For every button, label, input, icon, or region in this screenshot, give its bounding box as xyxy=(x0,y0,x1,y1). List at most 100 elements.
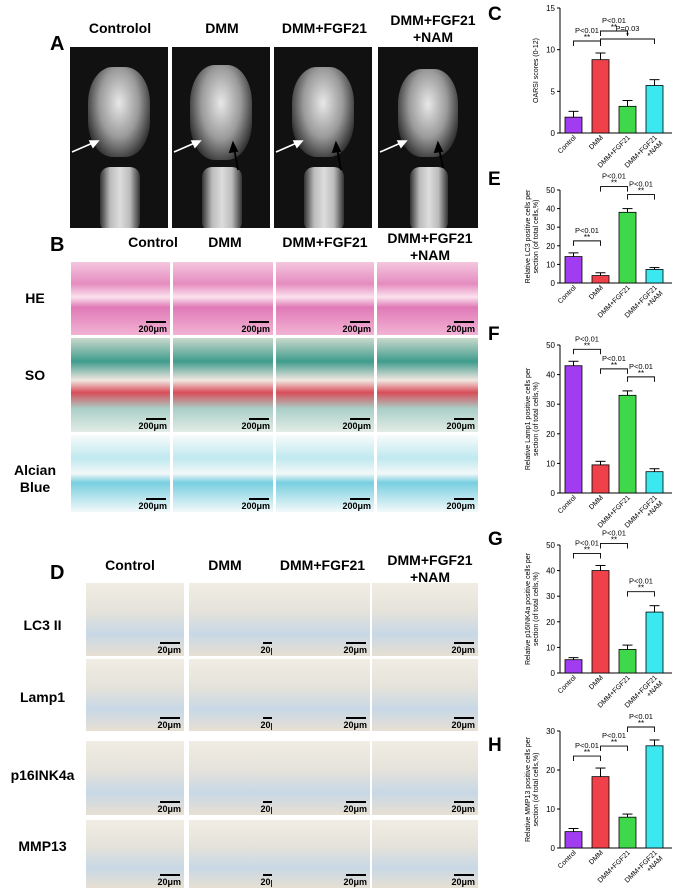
significance-stars: ** xyxy=(638,719,644,728)
scale-label: 200μm xyxy=(241,324,270,334)
ihc-lc3-dmm-fgf21-nam: 20μm xyxy=(372,583,478,656)
significance-bracket xyxy=(573,348,601,355)
significance-stars: ** xyxy=(584,233,590,242)
bar-0 xyxy=(564,256,583,284)
significance-stars: ** xyxy=(584,545,590,554)
bar-3 xyxy=(645,269,664,284)
a-header-control: Controlol xyxy=(88,20,152,36)
bar-1 xyxy=(591,275,610,284)
significance-bracket xyxy=(600,543,628,549)
xray-dmm xyxy=(172,47,270,228)
bar-0 xyxy=(564,831,583,849)
significance-stars: ** xyxy=(611,179,617,188)
y-tick-label: 50 xyxy=(546,186,555,195)
y-tick-label: 30 xyxy=(546,400,555,409)
p-value-label: P<0.01 xyxy=(575,226,599,235)
ihc-mmp13-dmm-fgf21-nam: 20μm xyxy=(372,820,478,888)
ab-dmm: 200μm xyxy=(173,435,273,512)
b-header-dmm-fgf21: DMM+FGF21 xyxy=(282,234,368,250)
b-row-alcian: Alcian Blue xyxy=(13,462,56,495)
significance-bracket xyxy=(627,194,655,200)
scale-label: 200μm xyxy=(342,324,371,334)
he-dmm: 200μm xyxy=(173,262,273,335)
bar-3 xyxy=(645,85,664,134)
p-value-label: P<0.01 xyxy=(602,172,626,181)
d-header-dmm-fgf21-nam: DMM+FGF21 +NAM xyxy=(387,552,473,585)
bar-0 xyxy=(564,659,583,674)
b-header-dmm: DMM xyxy=(208,234,242,250)
bar-3 xyxy=(645,745,664,849)
significance-stars: ** xyxy=(611,361,617,370)
category-label: Control xyxy=(557,494,578,515)
scale-label: 200μm xyxy=(138,421,167,431)
category-label: Control xyxy=(557,674,578,695)
p-value-label: P<0.01 xyxy=(629,180,653,189)
a-header-dmm-fgf21-nam: DMM+FGF21 +NAM xyxy=(390,12,476,45)
xray-arrows xyxy=(71,140,444,171)
scale-label: 200μm xyxy=(446,324,475,334)
p-value-label: P<0.01 xyxy=(629,362,653,371)
ab-control: 200μm xyxy=(71,435,170,512)
significance-bracket xyxy=(600,30,628,36)
scale-label: 200μm xyxy=(241,501,270,511)
significance-bracket xyxy=(627,726,655,732)
significance-bracket xyxy=(600,186,628,192)
so-dmm-fgf21-nam: 200μm xyxy=(377,338,478,432)
significance-bracket xyxy=(573,553,601,559)
y-tick-label: 0 xyxy=(551,669,556,678)
ihc-lamp1-dmm-fgf21-nam: 20μm xyxy=(372,659,478,731)
bar-1 xyxy=(591,776,610,849)
d-header-dmm: DMM xyxy=(208,557,242,573)
scale-label: 20μm xyxy=(157,804,181,814)
p-value-label: P<0.01 xyxy=(575,741,599,750)
scale-label: 200μm xyxy=(138,501,167,511)
y-tick-label: 40 xyxy=(546,205,555,214)
panel-label-h: H xyxy=(488,735,502,756)
y-tick-label: 20 xyxy=(546,766,555,775)
panel-label-d: D xyxy=(50,562,65,584)
scale-label: 20μm xyxy=(343,877,367,887)
significance-stars: * xyxy=(626,31,629,40)
bar-3 xyxy=(645,611,664,674)
category-label: DMM xyxy=(588,849,605,866)
scale-label: 200μm xyxy=(446,501,475,511)
y-tick-label: 0 xyxy=(551,279,556,288)
y-axis-label: Relative MMP13 positive cells persection… xyxy=(525,736,540,842)
y-tick-label: 20 xyxy=(546,618,555,627)
y-tick-label: 20 xyxy=(546,242,555,251)
significance-bracket xyxy=(573,755,601,762)
p-value-label: P<0.01 xyxy=(602,354,626,363)
ihc-p16-dmm-fgf21-nam: 20μm xyxy=(372,741,478,815)
ihc-mmp13-dmm-fgf21: 20μm xyxy=(272,820,370,888)
significance-bracket xyxy=(627,591,655,597)
d-row-lc3: LC3 II xyxy=(23,617,62,633)
y-tick-label: 10 xyxy=(546,260,555,269)
y-tick-label: 10 xyxy=(546,46,555,55)
category-label: DMM xyxy=(588,134,605,151)
scale-label: 20μm xyxy=(451,645,475,655)
y-axis-label: OARSI scores (0-12) xyxy=(533,38,540,103)
p-value-label: P=0.03 xyxy=(616,24,640,33)
significance-bracket xyxy=(600,368,628,374)
y-tick-label: 0 xyxy=(551,129,556,138)
p-value-label: P<0.01 xyxy=(602,731,626,740)
scale-label: 20μm xyxy=(451,877,475,887)
y-tick-label: 50 xyxy=(546,341,555,350)
ab-dmm-fgf21-nam: 200μm xyxy=(377,435,478,512)
xray-control xyxy=(70,47,168,228)
category-label: DMM xyxy=(588,494,605,511)
panel-label-g: G xyxy=(488,529,503,550)
b-header-control: Control xyxy=(128,234,178,250)
significance-bracket xyxy=(600,745,628,752)
d-row-p16: p16INK4a xyxy=(10,767,75,783)
a-header-dmm-fgf21: DMM+FGF21 xyxy=(281,20,368,36)
scale-label: 200μm xyxy=(241,421,270,431)
ihc-lc3-dmm-fgf21: 20μm xyxy=(272,583,370,656)
y-tick-label: 10 xyxy=(546,805,555,814)
category-label: Control xyxy=(557,284,578,305)
scale-label: 20μm xyxy=(157,720,181,730)
y-tick-label: 50 xyxy=(546,541,555,550)
so-dmm: 200μm xyxy=(173,338,273,432)
significance-stars: ** xyxy=(611,738,617,747)
p-value-label: P<0.01 xyxy=(575,334,599,343)
